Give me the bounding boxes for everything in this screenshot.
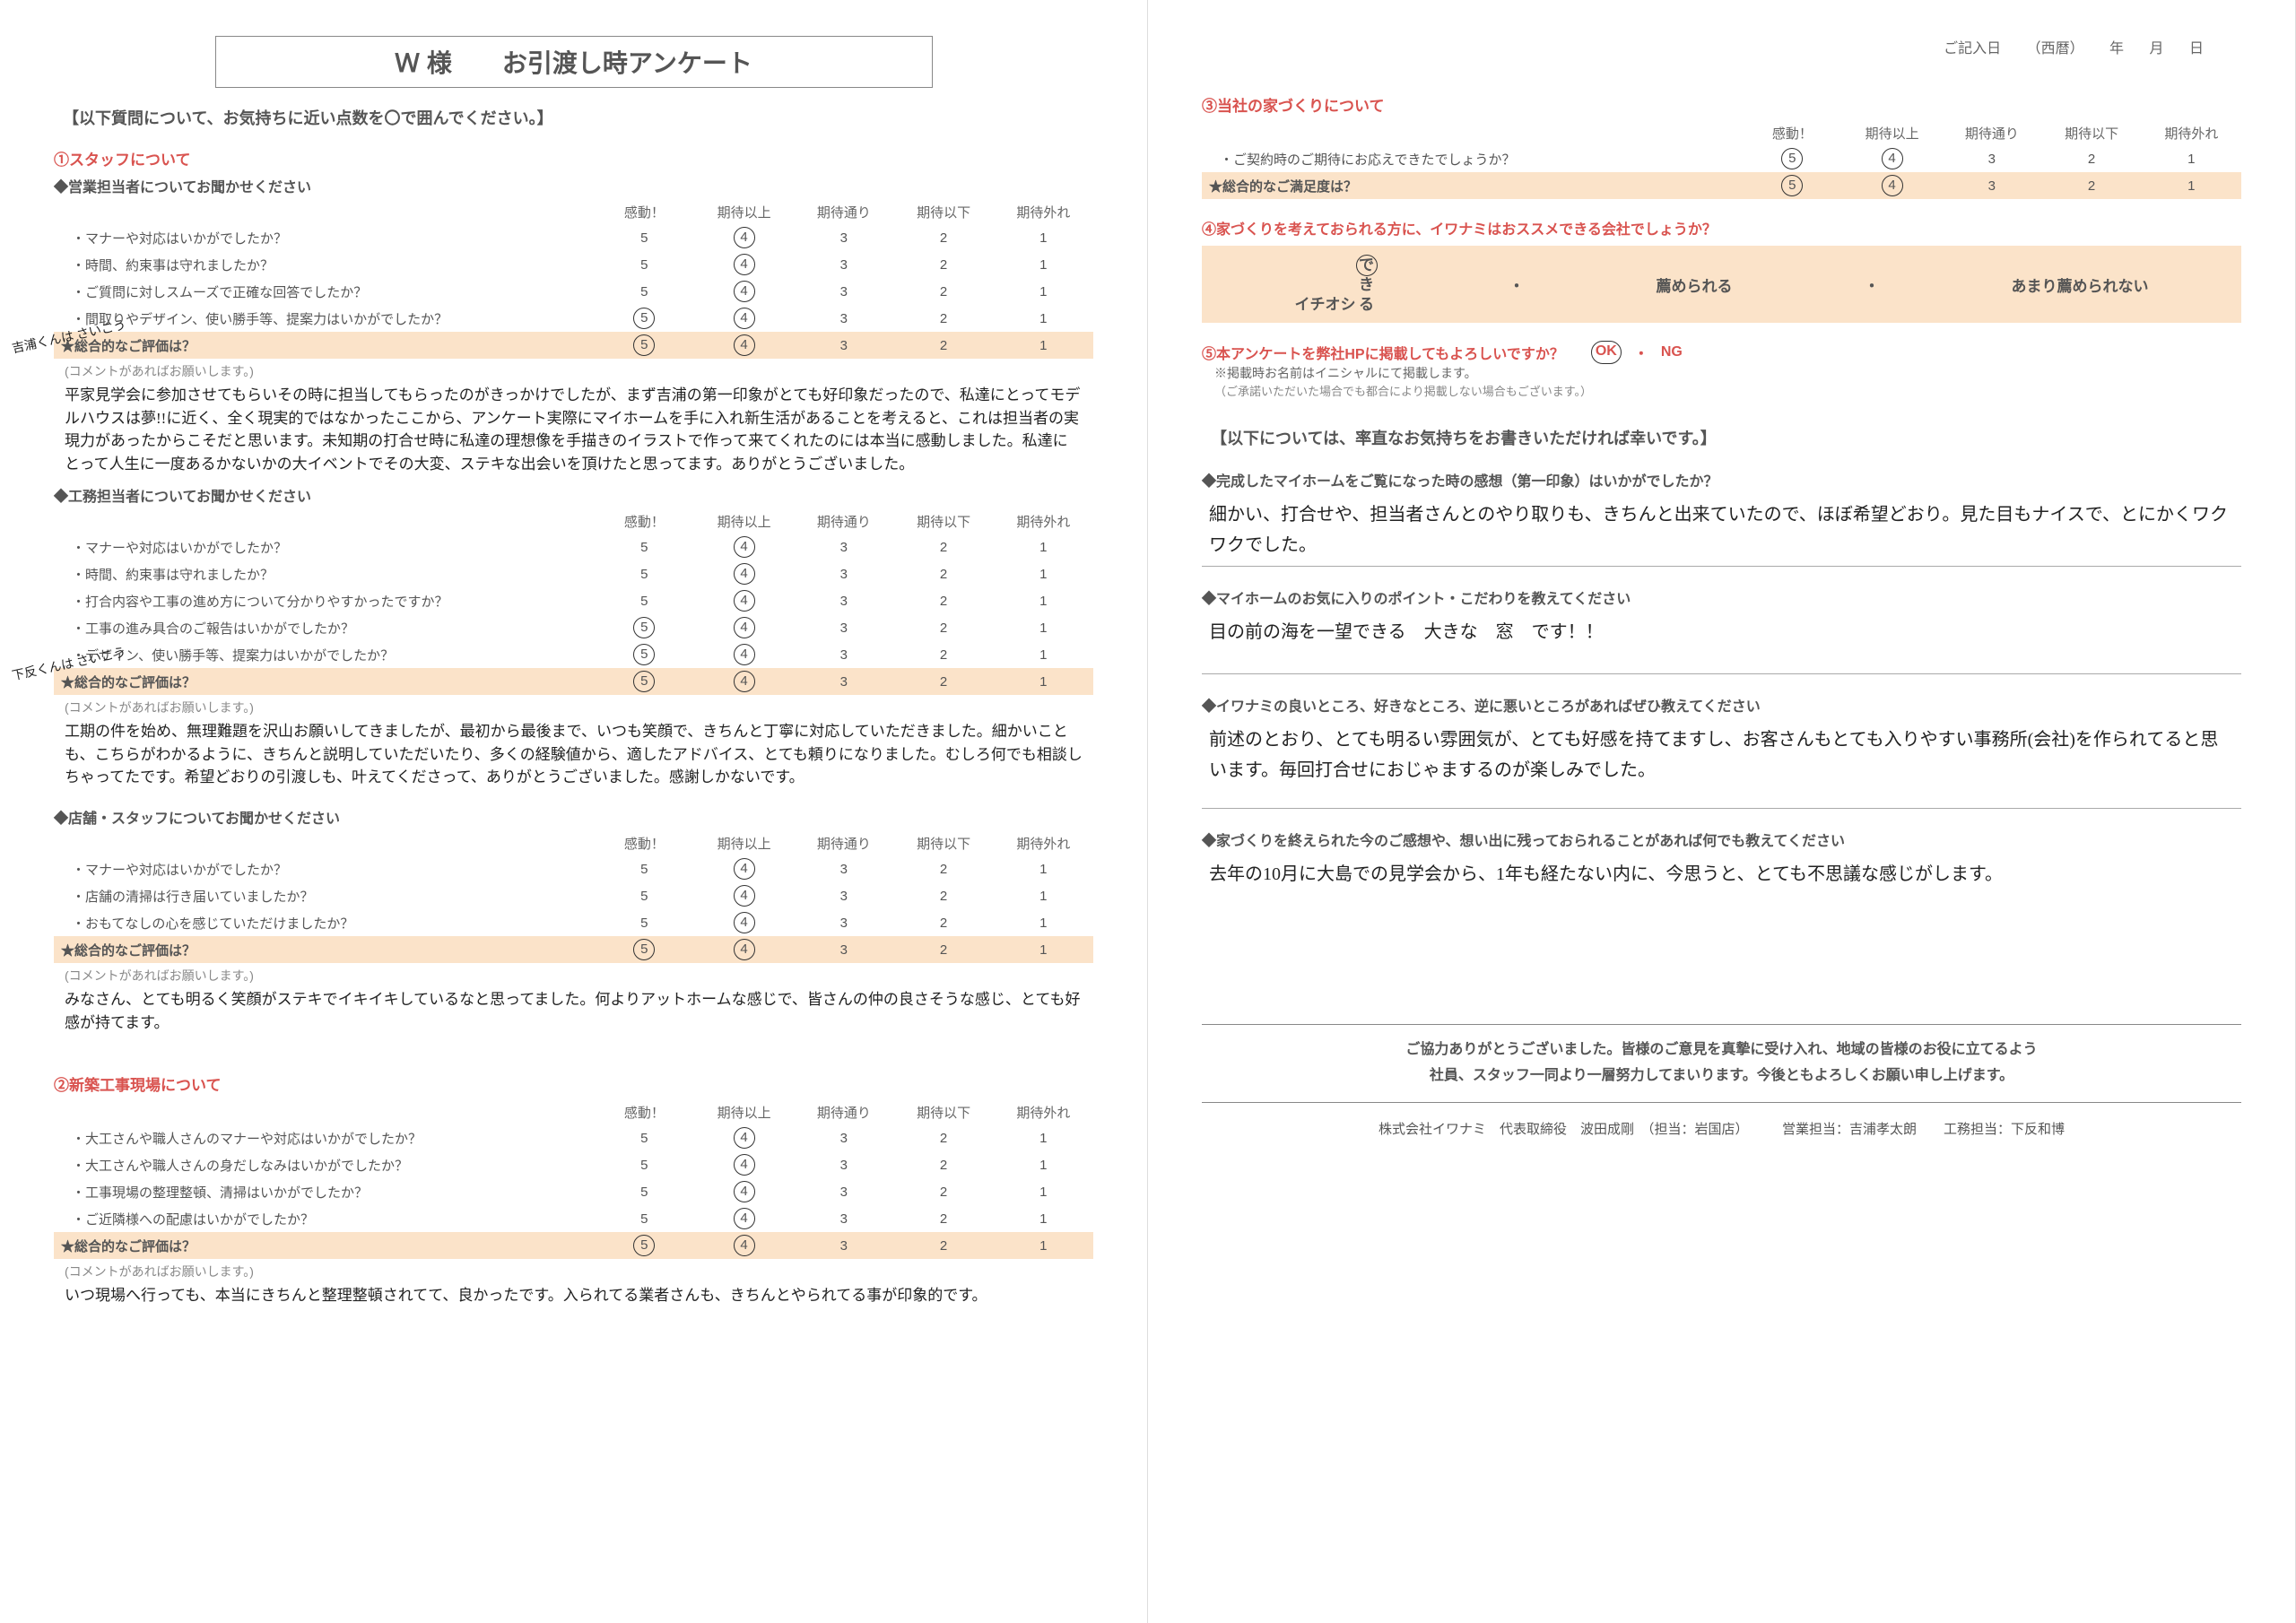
group-const-title: ◆工務担当者についてお聞かせください: [54, 484, 1093, 506]
section-3-title: ③当社の家づくりについて: [1202, 93, 2241, 116]
free-instruction: 【以下については、率直なお気持ちをお書きいただければ幸いです。】: [1202, 426, 2241, 449]
q-row: ・ご近隣様への配慮はいかがでしたか？54321: [54, 1205, 1093, 1232]
q-row: ・工事の進み具合のご報告はいかがでしたか？54321: [54, 614, 1093, 641]
total-row: ★総合的なご評価は？54321: [54, 332, 1093, 359]
comment-store: みなさん、とても明るく笑顔がステキでイキイキしているなと思ってました。何よりアッ…: [54, 985, 1093, 1056]
q-row: ・おもてなしの心を感じていただけましたか？54321: [54, 909, 1093, 936]
q-row: ・間取りやデザイン、使い勝手等、提案力はいかがでしたか？54321: [54, 305, 1093, 332]
s5-note: ※掲載時お名前はイニシャルにて掲載します。: [1214, 364, 2241, 382]
group-store-title: ◆店舗・スタッフについてお聞かせください: [54, 806, 1093, 828]
q-row: ・大工さんや職人さんのマナーや対応はいかがでしたか？54321: [54, 1124, 1093, 1151]
section-1-title: ①スタッフについて: [54, 147, 1093, 169]
total-row: ★総合的なご評価は？54321: [54, 1232, 1093, 1259]
free-3: ◆イワナミの良いところ、好きなところ、逆に悪いところがあればぜひ教えてください …: [1202, 694, 2241, 809]
q-row: ・大工さんや職人さんの身だしなみはいかがでしたか？54321: [54, 1151, 1093, 1178]
date-line: ご記入日 （西暦） 年 月 日: [1202, 36, 2241, 57]
recommend-opt-1[interactable]: 薦められる: [1657, 273, 1733, 296]
comment-label: (コメントがあればお願いします。): [54, 699, 1093, 716]
rating-header-row: 感動！ 期待以上 期待通り 期待以下 期待外れ: [54, 831, 1093, 855]
instruction-text: 【以下質問について、お気持ちに近い点数を〇で囲んでください。】: [54, 106, 1093, 129]
comment-label: (コメントがあればお願いします。): [54, 1263, 1093, 1280]
rating-table-store: 感動！ 期待以上 期待通り 期待以下 期待外れ ・マナーや対応はいかがでしたか？…: [54, 831, 1093, 963]
total-row: ★総合的なご評価は？54321: [54, 668, 1093, 695]
comment-sales: 平家見学会に参加させてもらいその時に担当してもらったのがきっかけでしたが、まず吉…: [54, 380, 1093, 484]
section-5-title: ⑤本アンケートを弊社HPに掲載してもよろしいですか？ OK ・ NG: [1202, 341, 2241, 364]
footer-thanks: ご協力ありがとうございました。皆様のご意見を真摯に受け入れ、地域の皆様のお役に立…: [1202, 1024, 2241, 1103]
rating-header-row: 感動！ 期待以上 期待通り 期待以下 期待外れ: [1202, 121, 2241, 145]
q-row: ・店舗の清掃は行き届いていましたか？54321: [54, 882, 1093, 909]
q-row: ・マナーや対応はいかがでしたか？54321: [54, 534, 1093, 560]
group-sales-title: ◆営業担当者についてお聞かせください: [54, 175, 1093, 196]
comment-site: いつ現場へ行っても、本当にきちんと整理整頓されてて、良かったです。入られてる業者…: [54, 1280, 1093, 1316]
q-row: ・マナーや対応はいかがでしたか？54321: [54, 855, 1093, 882]
recommend-bar: イチオシできる ・ 薦められる ・ あまり薦められない: [1202, 246, 2241, 323]
total-row: ★総合的なご満足度は？54321: [1202, 172, 2241, 199]
ok-option[interactable]: OK: [1591, 341, 1622, 364]
total-row: ★総合的なご評価は？54321: [54, 936, 1093, 963]
recommend-opt-2[interactable]: あまり薦められない: [2012, 273, 2149, 296]
section-4-title: ④家づくりを考えておられる方に、イワナミはおススメできる会社でしょうか？: [1202, 217, 2241, 239]
free-2: ◆マイホームのお気に入りのポイント・こだわりを教えてください 目の前の海を一望で…: [1202, 586, 2241, 674]
comment-label: (コメントがあればお願いします。): [54, 967, 1093, 985]
rating-table-s3: 感動！ 期待以上 期待通り 期待以下 期待外れ ・ご契約時のご期待にお応えできた…: [1202, 121, 2241, 199]
free-4: ◆家づくりを終えられた今のご感想や、想い出に残っておられることがあれば何でも教え…: [1202, 829, 2241, 961]
q-row: ・工事現場の整理整頓、清掃はいかがでしたか？54321: [54, 1178, 1093, 1205]
rating-table-const: 感動！ 期待以上 期待通り 期待以下 期待外れ ・マナーや対応はいかがでしたか？…: [54, 509, 1093, 695]
rating-header-row: 感動！ 期待以上 期待通り 期待以下 期待外れ: [54, 1100, 1093, 1124]
recommend-opt-0[interactable]: イチオシできる: [1295, 255, 1378, 314]
page-left: Ｗ 様 お引渡し時アンケート 【以下質問について、お気持ちに近い点数を〇で囲んで…: [0, 0, 1148, 1623]
q-row: ・マナーや対応はいかがでしたか？54321: [54, 224, 1093, 251]
footer-credits: 株式会社イワナミ 代表取締役 波田成剛 （担当：岩国店） 営業担当：吉浦孝太朗 …: [1202, 1119, 2241, 1138]
q-row: ・打合内容や工事の進め方について分かりやすかったですか？54321: [54, 587, 1093, 614]
rating-header-row: 感動！ 期待以上 期待通り 期待以下 期待外れ: [54, 200, 1093, 224]
s5-fine: （ご承諾いただいた場合でも都合により掲載しない場合もございます。）: [1214, 382, 2241, 399]
rating-table-sales: 感動！ 期待以上 期待通り 期待以下 期待外れ ・マナーや対応はいかがでしたか？…: [54, 200, 1093, 359]
q-row: ・ご質問に対しスムーズで正確な回答でしたか？54321: [54, 278, 1093, 305]
rating-header-row: 感動！ 期待以上 期待通り 期待以下 期待外れ: [54, 509, 1093, 534]
survey-title: Ｗ 様 お引渡し時アンケート: [215, 36, 933, 88]
comment-const: 工期の件を始め、無理難題を沢山お願いしてきましたが、最初から最後まで、いつも笑顔…: [54, 716, 1093, 806]
q-row: ・時間、約束事は守れましたか？54321: [54, 251, 1093, 278]
page-right: ご記入日 （西暦） 年 月 日 ③当社の家づくりについて 感動！ 期待以上 期待…: [1148, 0, 2296, 1623]
q-row: ・デザイン、使い勝手等、提案力はいかがでしたか？54321: [54, 641, 1093, 668]
section-2-title: ②新築工事現場について: [54, 1072, 1093, 1095]
q-row: ・時間、約束事は守れましたか？54321: [54, 560, 1093, 587]
q-row: ・ご契約時のご期待にお応えできたでしょうか？54321: [1202, 145, 2241, 172]
comment-label: (コメントがあればお願いします。): [54, 362, 1093, 380]
free-1: ◆完成したマイホームをご覧になった時の感想（第一印象）はいかがでしたか？ 細かい…: [1202, 469, 2241, 567]
ng-option[interactable]: NG: [1661, 344, 1683, 360]
rating-table-site: 感動！ 期待以上 期待通り 期待以下 期待外れ ・大工さんや職人さんのマナーや対…: [54, 1100, 1093, 1259]
